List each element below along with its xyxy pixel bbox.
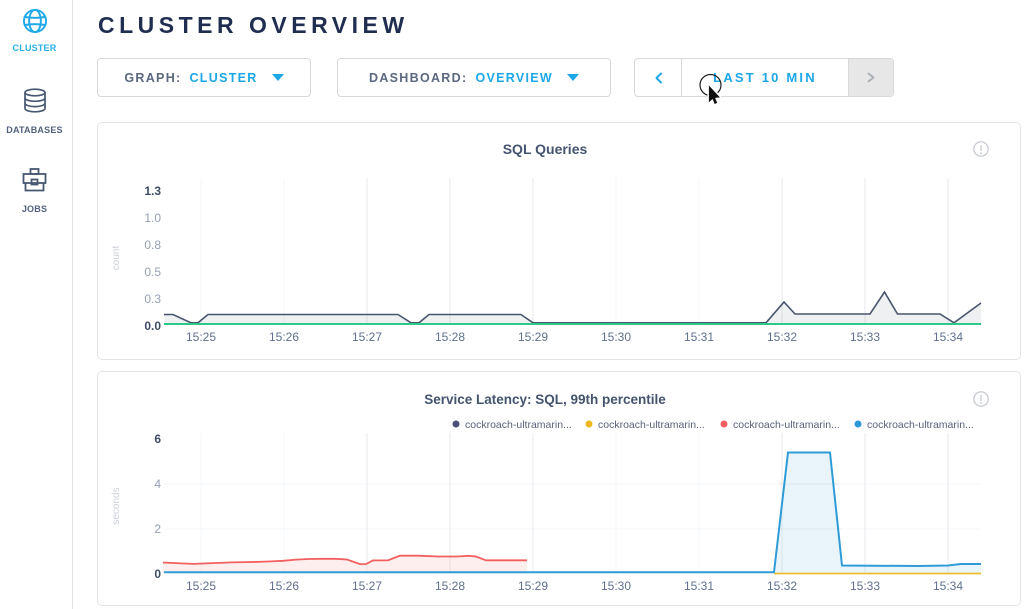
svg-text:15:27: 15:27 bbox=[352, 330, 382, 344]
svg-text:6: 6 bbox=[154, 432, 161, 446]
svg-text:15:26: 15:26 bbox=[269, 579, 299, 593]
svg-text:cockroach-ultramarin...: cockroach-ultramarin... bbox=[598, 419, 705, 431]
svg-text:cockroach-ultramarin...: cockroach-ultramarin... bbox=[867, 419, 974, 431]
svg-text:15:26: 15:26 bbox=[269, 330, 299, 344]
svg-text:15:30: 15:30 bbox=[601, 330, 631, 344]
svg-text:0.5: 0.5 bbox=[144, 265, 161, 279]
svg-text:Service Latency: SQL, 99th per: Service Latency: SQL, 99th percentile bbox=[424, 392, 666, 407]
svg-text:cockroach-ultramarin...: cockroach-ultramarin... bbox=[733, 419, 840, 431]
svg-text:0.8: 0.8 bbox=[144, 238, 161, 252]
svg-text:cockroach-ultramarin...: cockroach-ultramarin... bbox=[465, 419, 572, 431]
svg-text:seconds: seconds bbox=[111, 487, 122, 524]
svg-text:15:34: 15:34 bbox=[933, 579, 963, 593]
svg-text:15:33: 15:33 bbox=[850, 579, 880, 593]
svg-text:15:25: 15:25 bbox=[186, 330, 216, 344]
svg-text:15:25: 15:25 bbox=[186, 579, 216, 593]
svg-text:15:31: 15:31 bbox=[684, 579, 714, 593]
svg-text:0.0: 0.0 bbox=[144, 319, 161, 333]
svg-text:1.3: 1.3 bbox=[144, 184, 161, 198]
svg-text:4: 4 bbox=[154, 477, 161, 491]
svg-text:15:29: 15:29 bbox=[518, 330, 548, 344]
svg-text:15:32: 15:32 bbox=[767, 330, 797, 344]
svg-text:15:32: 15:32 bbox=[767, 579, 797, 593]
svg-text:0: 0 bbox=[154, 567, 161, 581]
svg-text:SQL Queries: SQL Queries bbox=[503, 141, 588, 157]
svg-text:15:29: 15:29 bbox=[518, 579, 548, 593]
svg-text:15:28: 15:28 bbox=[435, 579, 465, 593]
svg-text:15:30: 15:30 bbox=[601, 579, 631, 593]
svg-text:15:28: 15:28 bbox=[435, 330, 465, 344]
svg-text:1.0: 1.0 bbox=[144, 211, 161, 225]
svg-text:15:33: 15:33 bbox=[850, 330, 880, 344]
svg-text:2: 2 bbox=[154, 522, 161, 536]
svg-text:15:34: 15:34 bbox=[933, 330, 963, 344]
svg-text:0.3: 0.3 bbox=[144, 292, 161, 306]
svg-text:15:31: 15:31 bbox=[684, 330, 714, 344]
svg-text:15:27: 15:27 bbox=[352, 579, 382, 593]
svg-text:count: count bbox=[111, 246, 122, 271]
